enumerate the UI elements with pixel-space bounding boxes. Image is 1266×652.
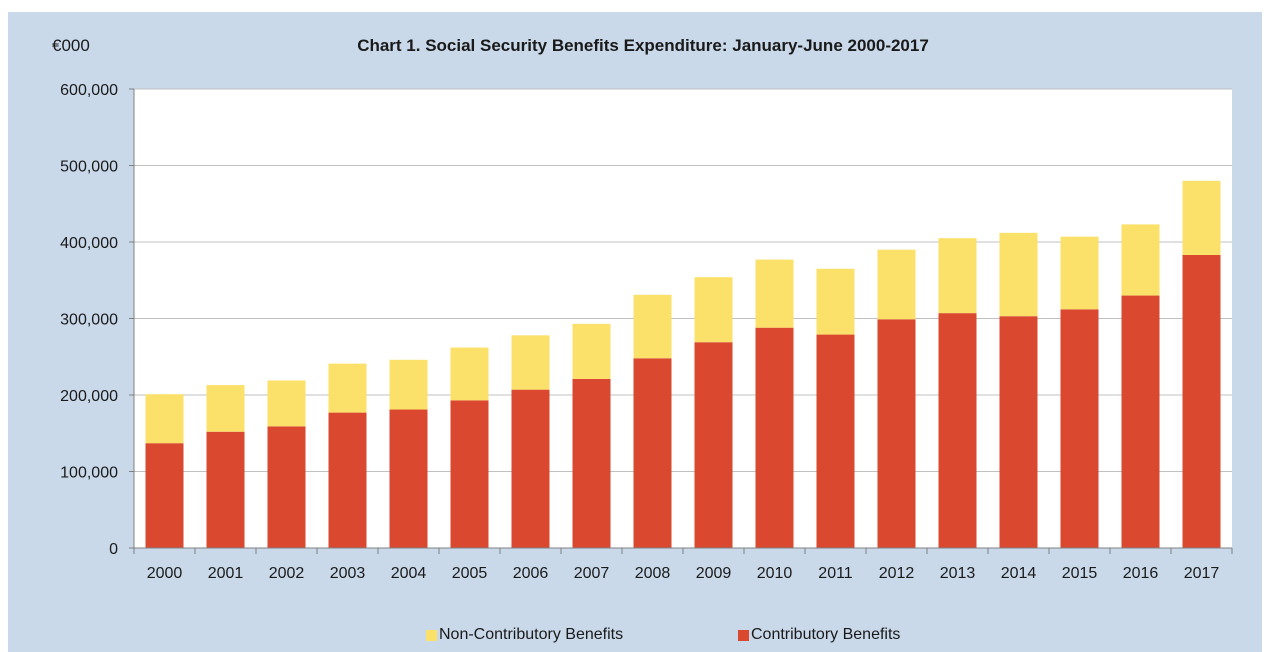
y-tick-label: 500,000	[60, 159, 118, 176]
x-tick-label: 2003	[330, 565, 366, 582]
bar-contributory-benefits-2012	[877, 319, 916, 548]
x-tick-label: 2014	[1001, 565, 1037, 582]
chart-title: Chart 1. Social Security Benefits Expend…	[357, 36, 929, 55]
x-tick-label: 2001	[208, 565, 244, 582]
y-tick-labels: 0 100,000 200,000 300,000 400,000 500,000 600,…	[60, 82, 118, 558]
x-tick-label: 2013	[940, 565, 976, 582]
bar-non-contributory-benefits-2005	[450, 347, 489, 401]
x-tick-label: 2010	[757, 565, 793, 582]
legend-item-non-contributory: Non-Contributory Benefits	[426, 626, 623, 644]
bar-contributory-benefits-2016	[1121, 295, 1160, 548]
bar-non-contributory-benefits-2013	[938, 238, 977, 314]
x-tick-label: 2015	[1062, 565, 1098, 582]
legend-item-contributory: Contributory Benefits	[738, 626, 900, 644]
x-tick-label: 2008	[635, 565, 671, 582]
axes	[129, 88, 1233, 554]
bar-non-contributory-benefits-2017	[1182, 180, 1221, 256]
bar-contributory-benefits-2000	[145, 443, 184, 548]
bar-non-contributory-benefits-2004	[389, 359, 428, 410]
x-tick-label: 2011	[818, 565, 853, 582]
x-tick-label: 2005	[452, 565, 488, 582]
unit-label: €000	[52, 36, 90, 55]
bar-non-contributory-benefits-2016	[1121, 224, 1160, 296]
bar-contributory-benefits-2001	[206, 431, 245, 548]
legend-label-contributory: Contributory Benefits	[751, 626, 901, 643]
x-tick-label: 2012	[879, 565, 915, 582]
x-tick-labels: 2000 2001 2002 2003 2004 2005 2006 2007 2008 2009…	[147, 565, 1220, 582]
x-tick-label: 2000	[147, 565, 183, 582]
bar-contributory-benefits-2007	[572, 378, 611, 548]
y-tick-label: 0	[109, 541, 118, 558]
y-tick-label: 600,000	[60, 82, 118, 99]
bar-non-contributory-benefits-2014	[999, 232, 1038, 317]
bar-contributory-benefits-2014	[999, 316, 1038, 548]
y-tick-label: 200,000	[60, 388, 118, 405]
bar-contributory-benefits-2006	[511, 389, 550, 548]
bar-non-contributory-benefits-2011	[816, 268, 855, 335]
x-tick-label: 2002	[269, 565, 305, 582]
bar-non-contributory-benefits-2008	[633, 294, 672, 359]
x-tick-label: 2009	[696, 565, 732, 582]
bar-non-contributory-benefits-2009	[694, 277, 733, 343]
bar-non-contributory-benefits-2002	[267, 380, 306, 427]
bar-contributory-benefits-2010	[755, 327, 794, 548]
legend-swatch-contributory	[738, 629, 749, 641]
bar-non-contributory-benefits-2000	[145, 394, 184, 444]
bars	[145, 180, 1221, 548]
bar-non-contributory-benefits-2001	[206, 385, 245, 432]
bar-contributory-benefits-2004	[389, 409, 428, 548]
bar-non-contributory-benefits-2003	[328, 363, 367, 413]
bar-contributory-benefits-2008	[633, 358, 672, 548]
y-tick-label: 100,000	[60, 465, 118, 482]
chart-svg: 0 100,000 200,000 300,000 400,000 500,000 600,…	[60, 82, 1233, 582]
bar-non-contributory-benefits-2012	[877, 249, 916, 320]
bar-contributory-benefits-2005	[450, 400, 489, 548]
bar-non-contributory-benefits-2006	[511, 335, 550, 390]
bar-contributory-benefits-2011	[816, 334, 855, 548]
x-tick-label: 2006	[513, 565, 549, 582]
legend-swatch-non-contributory	[426, 629, 437, 641]
bar-non-contributory-benefits-2015	[1060, 236, 1099, 310]
legend-label-non-contributory: Non-Contributory Benefits	[439, 626, 624, 643]
y-tick-label: 300,000	[60, 312, 118, 329]
bar-contributory-benefits-2003	[328, 412, 367, 548]
x-tick-label: 2007	[574, 565, 610, 582]
bar-contributory-benefits-2009	[694, 342, 733, 548]
y-tick-label: 400,000	[60, 235, 118, 252]
bar-contributory-benefits-2013	[938, 313, 977, 548]
x-tick-label: 2017	[1184, 565, 1220, 582]
bar-contributory-benefits-2015	[1060, 309, 1099, 548]
bar-non-contributory-benefits-2007	[572, 323, 611, 379]
bar-contributory-benefits-2017	[1182, 255, 1221, 548]
legend: Non-Contributory Benefits Contributory B…	[0, 626, 1266, 648]
x-tick-label: 2004	[391, 565, 427, 582]
x-tick-label: 2016	[1123, 565, 1159, 582]
bar-contributory-benefits-2002	[267, 426, 306, 548]
bar-non-contributory-benefits-2010	[755, 259, 794, 328]
gridlines	[134, 88, 1232, 472]
